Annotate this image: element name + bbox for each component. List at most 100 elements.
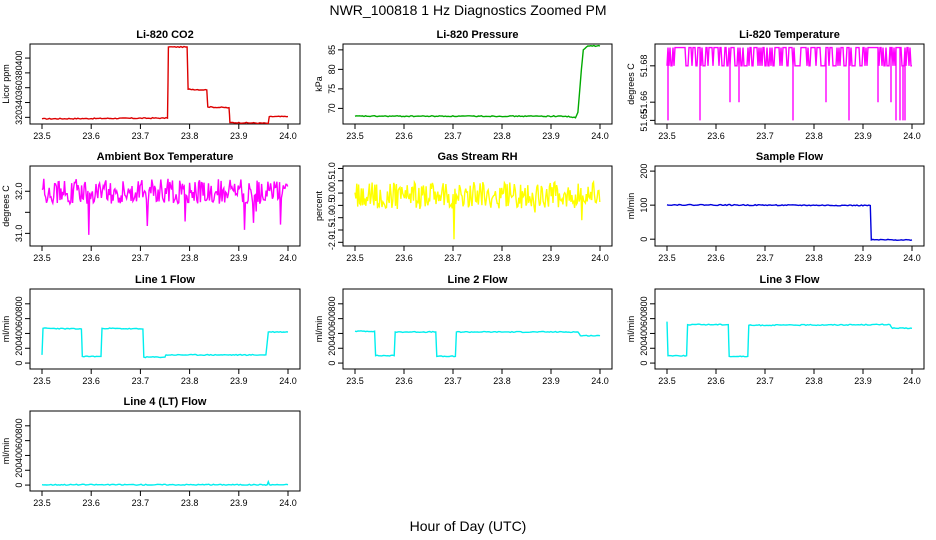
panel-2: Li-820 Pressure 23.5 23.6 23.7 23.8 23.9 24.0 7… [314, 29, 613, 141]
x-tick-label: 23.9 [230, 376, 248, 386]
x-tick-label: 24.0 [591, 376, 609, 386]
x-tick-label: 23.9 [854, 131, 872, 141]
y-tick-label: 32.0 [14, 182, 24, 200]
y-tick-label: 0.0 [327, 187, 337, 200]
panel-frame [342, 165, 613, 247]
panel-6: Sample Flow 23.5 23.6 23.7 23.8 23.9 24.0 0 100 2… [626, 151, 925, 263]
y-tick-label: 600 [14, 433, 24, 448]
y-axis-label: ml/min [314, 316, 324, 343]
y-tick-label: 0 [639, 361, 649, 366]
x-tick-label: 23.9 [542, 376, 560, 386]
x-tick-label: 23.5 [346, 131, 364, 141]
x-axis-title: Hour of Day (UTC) [409, 518, 527, 534]
x-tick-label: 23.8 [493, 253, 511, 263]
x-tick-label: 23.5 [346, 376, 364, 386]
y-tick-label: 600 [14, 311, 24, 326]
series-line [354, 330, 601, 358]
x-tick-label: 23.9 [230, 131, 248, 141]
y-tick-label: -1.0 [327, 210, 337, 226]
y-tick-label: 200 [14, 341, 24, 356]
y-tick-label: 200 [639, 164, 649, 179]
panel-3: Li-820 Temperature 23.5 23.6 23.7 23.8 23.9 24… [626, 29, 925, 141]
panel-frame [654, 43, 925, 125]
x-tick-label: 23.6 [82, 253, 100, 263]
panel-frame [342, 288, 613, 370]
x-tick-label: 23.5 [33, 131, 51, 141]
x-tick-label: 23.7 [444, 131, 462, 141]
panel-title: Ambient Box Temperature [97, 151, 234, 163]
panel-title: Line 1 Flow [135, 274, 195, 286]
x-tick-label: 23.8 [805, 131, 823, 141]
x-tick-label: 23.6 [82, 131, 100, 141]
x-tick-label: 24.0 [591, 131, 609, 141]
panel-frame [654, 165, 925, 247]
y-tick-label: 0 [639, 237, 649, 242]
y-tick-label: 0.5 [327, 175, 337, 188]
y-tick-label: 85 [327, 45, 337, 55]
x-tick-label: 23.6 [82, 376, 100, 386]
x-tick-label: 23.8 [805, 253, 823, 263]
x-tick-label: 24.0 [279, 253, 297, 263]
x-tick-label: 23.5 [33, 376, 51, 386]
panel-5: Gas Stream RH 23.5 23.6 23.7 23.8 23.9 24.0 -2.… [314, 151, 613, 263]
x-tick-label: 23.5 [346, 253, 364, 263]
x-tick-label: 23.8 [493, 376, 511, 386]
panel-8: Line 2 Flow 23.5 23.6 23.7 23.8 23.9 24.0 0 2004… [314, 274, 613, 386]
y-tick-label: 0 [14, 483, 24, 488]
y-tick-label: 0 [14, 361, 24, 366]
y-tick-label: 600 [327, 311, 337, 326]
y-tick-label: 400 [14, 51, 24, 66]
x-tick-label: 24.0 [591, 253, 609, 263]
y-axis-label: ml/min [1, 316, 11, 343]
x-tick-label: 23.8 [181, 376, 199, 386]
y-tick-label: -0.5 [327, 198, 337, 214]
y-tick-label: 51.66 [639, 91, 649, 114]
x-tick-label: 23.6 [395, 253, 413, 263]
x-tick-label: 23.5 [33, 498, 51, 508]
y-tick-label: 80 [327, 64, 337, 74]
panel-frame [654, 288, 925, 370]
x-tick-label: 23.8 [181, 131, 199, 141]
y-tick-label: 51.68 [639, 55, 649, 78]
y-tick-label: 1.0 [327, 162, 337, 175]
x-tick-label: 24.0 [279, 376, 297, 386]
y-tick-label: 200 [327, 341, 337, 356]
x-tick-label: 23.7 [444, 376, 462, 386]
series-line [666, 321, 913, 358]
panel-title: Li-820 CO2 [136, 29, 193, 41]
panel-frame [29, 165, 301, 247]
x-tick-label: 23.7 [132, 376, 150, 386]
panel-title: Line 3 Flow [760, 274, 820, 286]
y-tick-label: 400 [14, 448, 24, 463]
y-tick-label: 360 [14, 80, 24, 95]
x-tick-label: 23.7 [756, 376, 774, 386]
series-line [41, 479, 289, 486]
series-line [666, 203, 913, 242]
y-tick-label: 340 [14, 95, 24, 110]
x-tick-label: 23.7 [756, 131, 774, 141]
x-tick-label: 23.7 [444, 253, 462, 263]
panel-7: Line 1 Flow 23.5 23.6 23.7 23.8 23.9 24.0 0 2004… [1, 274, 301, 386]
y-tick-label: 75 [327, 84, 337, 94]
x-tick-label: 24.0 [279, 131, 297, 141]
panel-title: Line 4 (LT) Flow [124, 396, 207, 408]
y-axis-label: degrees C [1, 185, 11, 227]
series-line [41, 45, 289, 124]
panel-1: Li-820 CO2 23.5 23.6 23.7 23.8 23.9 24.0 320340… [1, 29, 301, 141]
y-tick-label: 100 [639, 198, 649, 213]
panel-frame [29, 288, 301, 370]
y-tick-label: 0 [327, 361, 337, 366]
y-tick-label: 31.0 [14, 225, 24, 243]
x-tick-label: 23.6 [395, 131, 413, 141]
y-tick-label: 400 [327, 326, 337, 341]
y-tick-label: -1.5 [327, 222, 337, 238]
y-tick-label: 800 [14, 418, 24, 433]
series-line [666, 46, 912, 121]
panel-title: Sample Flow [756, 151, 824, 163]
x-tick-label: 23.9 [542, 131, 560, 141]
panel-title: Li-820 Pressure [437, 29, 519, 41]
x-tick-label: 23.9 [230, 498, 248, 508]
panel-frame [29, 43, 301, 125]
